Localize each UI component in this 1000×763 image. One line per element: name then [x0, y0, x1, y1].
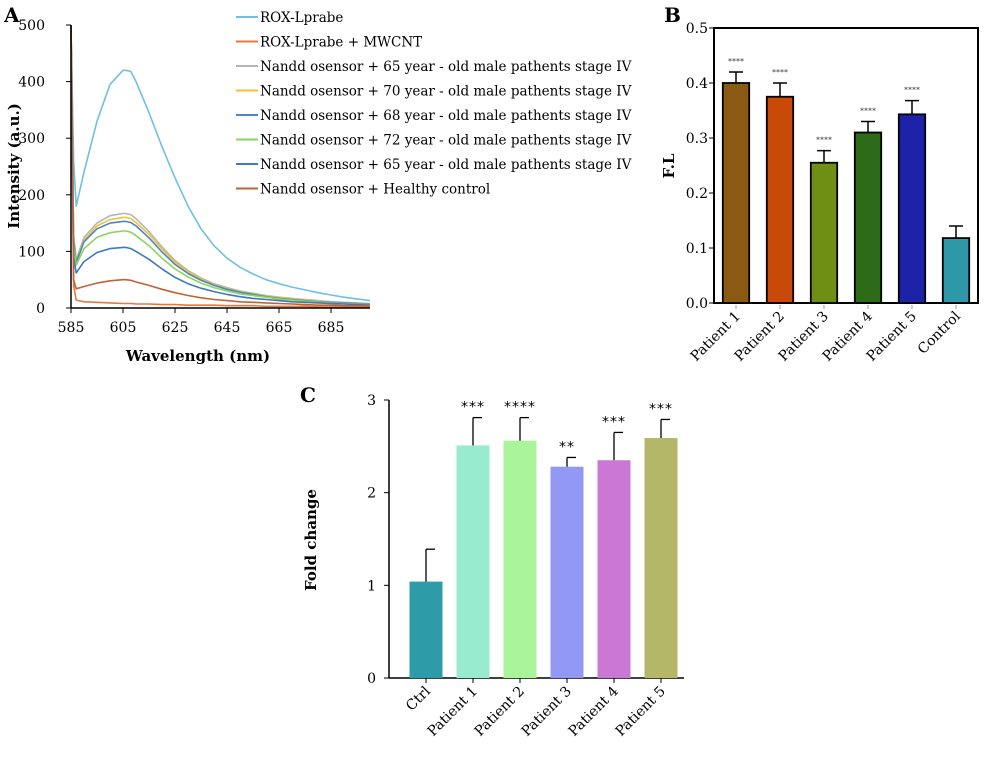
- fold-change-bar-2: [456, 445, 490, 678]
- spectrum-y-tick-label: 100: [18, 244, 45, 260]
- fold-change-y-tick-label: 1: [367, 578, 376, 594]
- fl-significance-1: ****: [728, 57, 744, 66]
- fl-bar-6: [941, 237, 971, 304]
- spectrum-y-tick-label: 200: [18, 188, 45, 204]
- fold-change-significance-6: ***: [649, 401, 673, 417]
- fl-significance-4: ****: [860, 107, 876, 116]
- spectrum-line-1: [70, 24, 371, 302]
- spectrum-x-tick-label: 605: [110, 320, 137, 336]
- spectrum-y-tick-label: 0: [36, 301, 45, 317]
- legend-label-1: ROX-Lprabe: [260, 10, 343, 26]
- legend-label-2: ROX-Lprabe + MWCNT: [260, 35, 422, 51]
- panel-b-letter: B: [664, 3, 681, 27]
- spectrum-y-title: Intensity (a.u.): [5, 103, 23, 229]
- spectrum-x-tick-label: 665: [266, 320, 293, 336]
- fl-x-tick-label-6: Control: [915, 308, 964, 357]
- spectrum-x-title: Wavelength (nm): [125, 347, 270, 365]
- fl-significance-3: ****: [816, 136, 832, 145]
- fold-change-bar-6: [644, 437, 678, 678]
- fold-change-bar-5: [597, 460, 631, 678]
- fl-y-tick-label: 0.4: [686, 76, 708, 92]
- spectrum-x-tick-label: 625: [162, 320, 189, 336]
- fl-bar-1: [721, 82, 751, 304]
- fold-change-bar-1: [409, 581, 443, 678]
- spectrum-x-tick-label: 685: [318, 320, 345, 336]
- spectrum-line-8: [70, 24, 370, 307]
- fl-bar-3: [809, 161, 839, 304]
- spectrum-chart: 0 100 200 300 400 500 585 605 625 645 665 685 Wave…: [5, 10, 632, 365]
- spectrum-y-tick-label: 500: [18, 18, 45, 34]
- fl-bar-5: [897, 113, 927, 304]
- spectrum-line-2: [70, 24, 370, 308]
- fold-change-x-tick-label-4: Patient 3: [519, 684, 575, 740]
- spectrum-x-tick-label: 585: [58, 320, 85, 336]
- spectrum-y-tick-label: 400: [18, 75, 45, 91]
- legend-label-4: Nandd osensor + 70 year - old male pathe…: [260, 84, 632, 100]
- panel-a-letter: A: [3, 3, 20, 27]
- fold-change-y-tick-label: 0: [367, 671, 376, 687]
- fl-y-tick-label: 0.1: [686, 241, 708, 257]
- fold-change-significance-2: ***: [461, 400, 485, 416]
- panel-c-letter: C: [300, 383, 316, 407]
- fold-change-y-title: Fold change: [302, 489, 320, 591]
- fl-y-tick-label: 0.3: [686, 131, 708, 147]
- fl-bar-4: [853, 131, 883, 304]
- fl-y-title: F.L: [660, 153, 678, 178]
- spectrum-legend: ROX-Lprabe ROX-Lprabe + MWCNT Nandd osenso…: [236, 10, 632, 198]
- legend-label-5: Nandd osensor + 68 year - old male pathe…: [260, 108, 632, 124]
- fold-change-x-tick-label-6: Patient 5: [613, 684, 669, 740]
- fold-change-significance-5: ***: [602, 414, 626, 430]
- legend-label-7: Nandd osensor + 65 year - old male pathe…: [260, 157, 632, 173]
- fl-y-tick-label: 0.2: [686, 186, 708, 202]
- fold-change-significance-3: ****: [504, 400, 536, 416]
- fl-significance-2: ****: [772, 68, 788, 77]
- legend-label-6: Nandd osensor + 72 year - old male pathe…: [260, 133, 632, 149]
- fold-change-bar-3: [503, 440, 537, 678]
- fold-change-y-tick-label: 2: [367, 486, 376, 502]
- fl-significance-5: ****: [904, 86, 920, 95]
- fl-y-tick-label: 0.0: [686, 296, 708, 312]
- spectrum-x-tick-label: 645: [214, 320, 241, 336]
- legend-label-3: Nandd osensor + 65 year - old male pathe…: [260, 59, 632, 75]
- fold-change-bar-4: [550, 466, 584, 678]
- fold-change-x-tick-label-2: Patient 1: [425, 684, 481, 740]
- spectrum-line-6: [70, 24, 371, 306]
- fl-bar-chart: 0.00.10.20.30.40.5 ******************** …: [660, 21, 979, 365]
- spectrum-line-7: [70, 24, 371, 306]
- fold-change-x-tick-label-3: Patient 2: [472, 684, 528, 740]
- fold-change-x-tick-label-5: Patient 4: [566, 683, 622, 739]
- fl-bar-2: [765, 95, 795, 304]
- legend-label-8: Nandd osensor + Healthy control: [260, 182, 490, 198]
- fold-change-significance-4: **: [559, 439, 575, 455]
- fl-plot-frame: [713, 27, 979, 304]
- fold-change-y-tick-label: 3: [367, 393, 376, 409]
- fl-y-tick-label: 0.5: [686, 21, 708, 37]
- fold-change-x-tick-label-1: Ctrl: [403, 683, 434, 714]
- spectrum-y-tick-label: 300: [18, 131, 45, 147]
